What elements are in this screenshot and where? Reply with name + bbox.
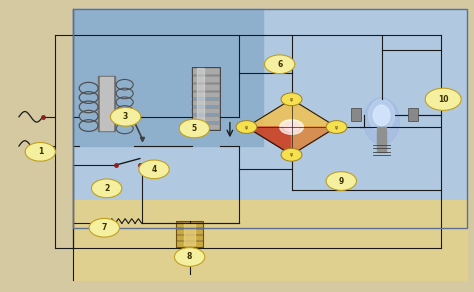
Bar — [192, 116, 220, 122]
Bar — [192, 67, 220, 130]
Bar — [192, 92, 220, 98]
Polygon shape — [292, 127, 337, 155]
Circle shape — [281, 148, 302, 161]
Ellipse shape — [374, 105, 390, 126]
Circle shape — [264, 55, 295, 74]
Text: 9: 9 — [338, 177, 344, 185]
Circle shape — [284, 123, 299, 131]
Bar — [73, 200, 467, 280]
Bar — [408, 108, 418, 121]
Bar — [377, 127, 386, 152]
Bar — [176, 221, 203, 247]
Circle shape — [91, 179, 122, 198]
Bar — [192, 100, 220, 106]
Text: 2: 2 — [104, 184, 109, 193]
Text: 4: 4 — [151, 165, 157, 174]
Polygon shape — [246, 127, 292, 155]
Bar — [176, 235, 203, 240]
Bar — [351, 108, 361, 121]
Polygon shape — [246, 99, 292, 127]
Bar — [192, 108, 220, 114]
Ellipse shape — [369, 99, 395, 131]
Circle shape — [179, 119, 210, 138]
Circle shape — [110, 107, 141, 126]
Circle shape — [236, 121, 257, 133]
Text: 1: 1 — [37, 147, 43, 156]
Bar — [192, 68, 220, 75]
Bar — [100, 77, 113, 130]
Text: 5: 5 — [192, 124, 197, 133]
Circle shape — [326, 172, 356, 190]
Text: ψ: ψ — [290, 152, 293, 157]
Circle shape — [281, 93, 302, 106]
Polygon shape — [292, 99, 337, 127]
Bar — [176, 241, 203, 247]
Text: ψ: ψ — [245, 124, 248, 130]
Bar — [73, 9, 467, 228]
Circle shape — [326, 121, 347, 133]
Text: ψ: ψ — [290, 97, 293, 102]
Bar — [192, 124, 220, 130]
Bar — [98, 76, 115, 131]
Circle shape — [25, 142, 55, 161]
Circle shape — [174, 248, 205, 266]
Bar — [73, 9, 263, 146]
Text: 6: 6 — [277, 60, 283, 69]
Bar — [192, 84, 220, 91]
Circle shape — [425, 88, 461, 110]
Text: 7: 7 — [101, 223, 107, 232]
Circle shape — [89, 218, 119, 237]
Bar — [184, 223, 195, 245]
Ellipse shape — [364, 98, 399, 145]
Circle shape — [139, 160, 169, 179]
Circle shape — [280, 120, 303, 134]
Bar — [73, 9, 467, 228]
Bar — [192, 76, 220, 83]
Text: ψ: ψ — [335, 124, 338, 130]
Text: 10: 10 — [438, 95, 448, 104]
Bar — [176, 222, 203, 227]
Text: 3: 3 — [123, 112, 128, 121]
Bar — [176, 229, 203, 234]
Text: 8: 8 — [187, 253, 192, 261]
Bar — [197, 68, 204, 128]
